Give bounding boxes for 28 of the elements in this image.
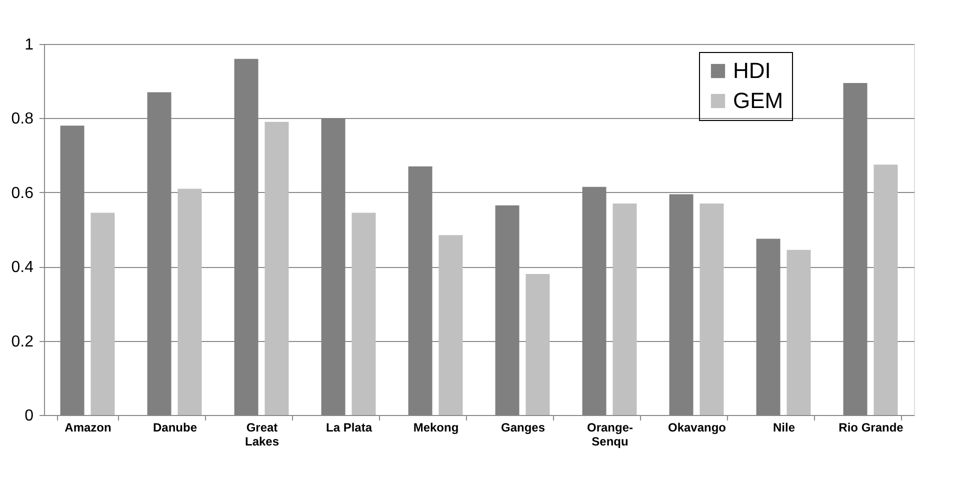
bar	[786, 250, 811, 415]
y-tick-label: 0.8	[11, 110, 34, 128]
y-tick-label: 1	[24, 36, 34, 54]
bar	[352, 212, 376, 415]
bar	[700, 204, 724, 415]
x-tick-label: Nile	[772, 420, 796, 434]
x-tick-label: Rio Grande	[838, 420, 904, 434]
bar	[612, 204, 637, 415]
x-tick-label: La Plata	[326, 420, 372, 434]
x-tick-label: Okavango	[668, 420, 726, 434]
x-tick-label: Amazon	[64, 420, 112, 434]
x-tick-label: Mekong	[413, 420, 459, 434]
x-tick-label: Danube	[152, 420, 198, 434]
bar	[90, 212, 115, 415]
x-tick-label: Orange-Senqu	[586, 420, 634, 448]
y-tick-label: 0.4	[11, 259, 34, 276]
x-tick-label: Great Lakes	[244, 420, 280, 448]
bar	[438, 235, 463, 415]
bar	[874, 164, 898, 415]
x-tick-label: Ganges	[500, 420, 546, 434]
y-tick-label: 0	[24, 408, 34, 424]
bar	[178, 188, 202, 415]
bar	[526, 274, 550, 415]
bar	[264, 122, 289, 415]
legend-label: GEM	[733, 88, 784, 113]
legend-label: HDI	[733, 58, 771, 83]
y-tick-label: 0.2	[11, 333, 34, 350]
y-tick-label: 0.6	[11, 184, 34, 202]
